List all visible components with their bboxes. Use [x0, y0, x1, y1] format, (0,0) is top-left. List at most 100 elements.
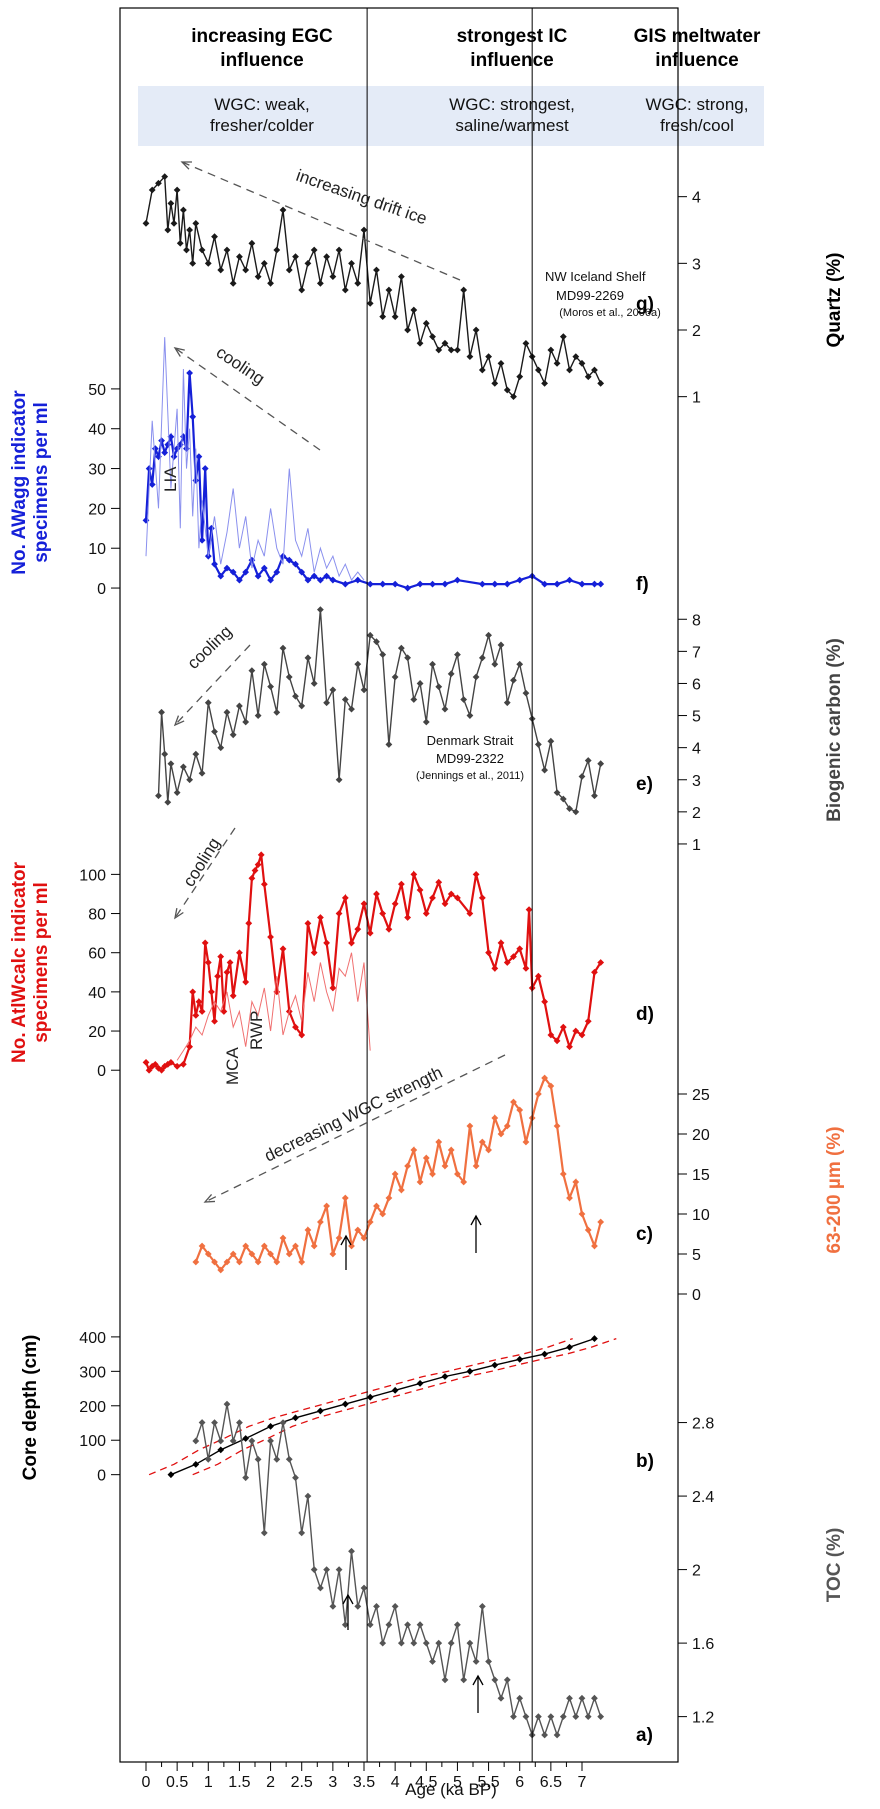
col3-sub-1: WGC: strong, [646, 95, 749, 114]
data-point [541, 1731, 549, 1739]
data-point [497, 939, 505, 947]
data-point [572, 1178, 580, 1186]
panel-d: 0 20 40 60 80 100 No. AtlWcalc indicator specim… [9, 851, 654, 1080]
data-point [260, 1529, 268, 1537]
data-point [584, 757, 592, 764]
event-arrow-c-2-head [470, 1214, 482, 1226]
data-point [534, 1713, 542, 1721]
data-point [285, 556, 293, 564]
data-point [323, 253, 331, 261]
wgc-label: decreasing WGC strength [261, 1063, 445, 1166]
data-point [273, 246, 281, 254]
data-point [242, 1474, 250, 1482]
data-point [142, 516, 150, 524]
data-point [304, 919, 312, 927]
depth-envelope-lower [192, 1337, 617, 1476]
data-point [535, 1090, 542, 1098]
data-point [435, 683, 443, 691]
x-tick-label: 6.5 [540, 1774, 562, 1791]
panel-label-d: d) [636, 1004, 654, 1025]
data-point [354, 925, 362, 933]
col3-title-1: GIS meltwater [634, 26, 761, 47]
data-point [591, 968, 598, 976]
data-point [208, 988, 215, 996]
data-point [472, 673, 480, 681]
cooling-arrow-e-head [173, 715, 185, 727]
data-point [379, 1210, 387, 1218]
data-point [161, 449, 169, 457]
data-point [173, 1062, 181, 1070]
data-point [566, 576, 573, 584]
data-point [429, 894, 436, 902]
data-point [385, 286, 393, 294]
data-point [578, 1694, 586, 1702]
data-point [267, 576, 274, 584]
y-tick-label: 25 [692, 1087, 710, 1104]
data-point [298, 1529, 306, 1537]
data-point [329, 686, 337, 694]
data-point [242, 568, 250, 576]
data-point [379, 313, 387, 321]
col1-title-1: increasing EGC [191, 26, 333, 47]
data-point [491, 580, 499, 588]
data-point [195, 998, 203, 1006]
event-arrow-a-2-head [472, 1674, 484, 1686]
y-tick-label: 4 [692, 190, 701, 207]
data-point [441, 339, 449, 347]
data-point [201, 465, 209, 472]
data-point [148, 186, 156, 194]
data-point [292, 1474, 299, 1482]
data-point [485, 353, 492, 361]
data-point [578, 359, 586, 367]
data-point [566, 366, 573, 374]
data-point [254, 1455, 262, 1463]
data-point [267, 1437, 274, 1445]
y-axis-label-d: specimens per ml [31, 882, 52, 1043]
data-point [422, 1154, 430, 1162]
data-point [310, 949, 318, 957]
note-e-1: Denmark Strait [427, 733, 514, 748]
data-point [379, 651, 387, 658]
data-point [441, 705, 449, 713]
y-tick-label: 4 [692, 741, 701, 758]
y-tick-label: 2.8 [692, 1416, 714, 1433]
data-point [273, 708, 281, 716]
y-tick-label: 100 [79, 1433, 106, 1450]
y-tick-label: 0 [692, 1287, 701, 1304]
data-point [373, 1602, 380, 1610]
panel-label-c: c) [636, 1224, 653, 1245]
annotations: increasing drift ice NW Iceland Shelf MD99… [161, 161, 661, 1713]
data-point [525, 906, 533, 913]
data-point [248, 1437, 256, 1445]
x-tick-label: 3 [328, 1774, 337, 1791]
data-point [285, 1455, 293, 1463]
data-point [591, 1335, 598, 1342]
data-point [260, 880, 268, 888]
data-point [167, 1471, 175, 1479]
data-point [151, 1060, 159, 1068]
data-point [229, 1250, 237, 1258]
y-tick-label: 2 [692, 1563, 701, 1580]
x-tick-label: 2 [266, 1774, 275, 1791]
data-point [310, 1242, 318, 1250]
data-point [466, 1122, 474, 1130]
data-point [317, 576, 324, 584]
data-point [335, 1566, 343, 1573]
y-tick-label: 60 [88, 946, 106, 963]
x-tick-label: 4 [391, 1774, 400, 1791]
data-point [360, 226, 368, 234]
data-point [173, 789, 181, 797]
y-axis-label-f: No. AWagg indicator [9, 390, 30, 575]
y-axis-label-d: No. AtlWcalc indicator [9, 861, 30, 1063]
data-point [472, 870, 480, 878]
x-tick-label: 2.5 [291, 1774, 313, 1791]
data-point [366, 580, 374, 588]
data-point [516, 576, 524, 584]
data-point [547, 1713, 555, 1720]
data-point [410, 1639, 418, 1647]
y-tick-label: 5 [692, 709, 701, 726]
data-point [416, 580, 424, 588]
data-point [454, 894, 461, 902]
data-point [310, 246, 318, 254]
